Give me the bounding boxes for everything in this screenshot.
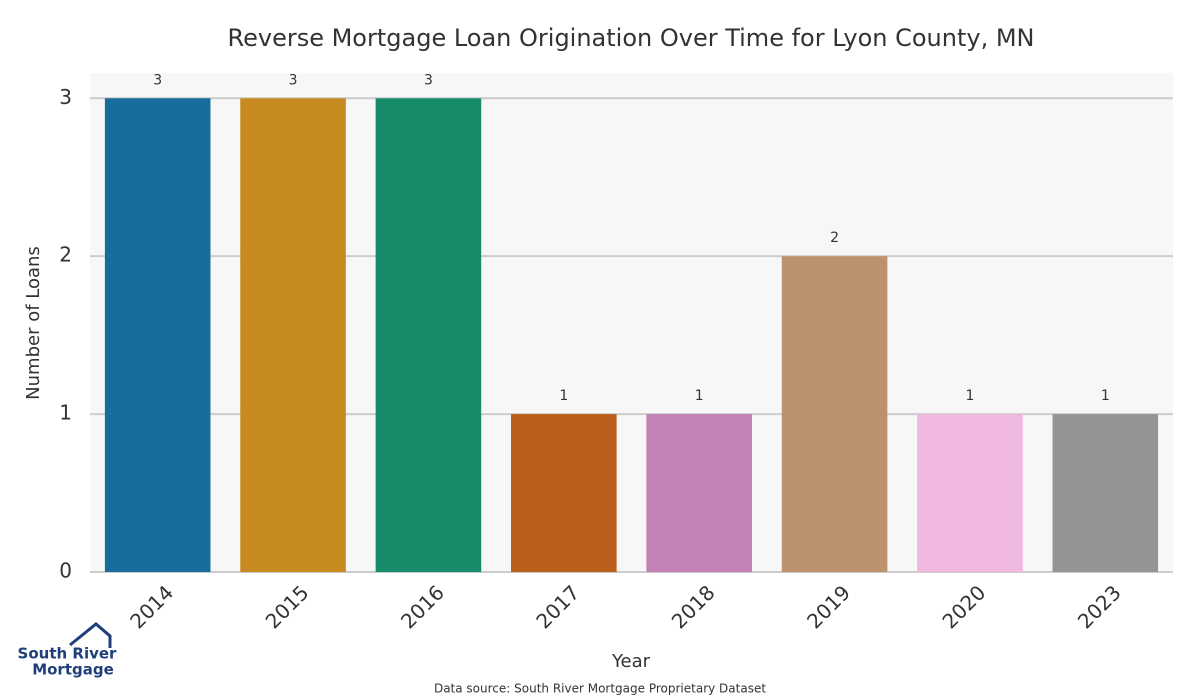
- y-tick-label: 3: [59, 85, 72, 109]
- source-note: Data source: South River Mortgage Propri…: [434, 682, 766, 696]
- chart-title: Reverse Mortgage Loan Origination Over T…: [228, 24, 1035, 52]
- value-label: 1: [1101, 388, 1110, 404]
- x-tick-label: 2014: [125, 580, 178, 633]
- bar: [781, 256, 888, 572]
- bar: [375, 98, 482, 573]
- value-label: 2: [830, 230, 839, 246]
- x-tick-label: 2016: [396, 580, 449, 633]
- bar: [240, 98, 346, 573]
- x-tick-label: 2015: [261, 580, 314, 633]
- x-tick-label: 2023: [1073, 580, 1126, 633]
- logo-text: Mortgage: [32, 661, 114, 679]
- value-label: 1: [965, 388, 974, 404]
- value-label: 3: [424, 72, 433, 88]
- x-tick-label: 2020: [937, 580, 990, 633]
- y-axis-label: Number of Loans: [23, 246, 44, 400]
- value-label: 1: [695, 388, 704, 404]
- x-tick-label: 2019: [802, 580, 855, 633]
- x-axis-label: Year: [611, 651, 651, 672]
- bar: [1052, 414, 1159, 572]
- logo-house: [69, 622, 112, 648]
- x-tick-label: 2017: [531, 580, 584, 633]
- bar: [646, 414, 752, 572]
- bar: [917, 414, 1023, 572]
- y-tick-label: 1: [59, 401, 72, 425]
- bar: [511, 414, 617, 572]
- value-label: 3: [289, 72, 298, 88]
- logo-text: South River: [18, 645, 118, 663]
- y-tick-label: 2: [59, 243, 72, 267]
- y-tick-label: 0: [59, 559, 72, 583]
- value-label: 1: [559, 388, 568, 404]
- x-tick-label: 2018: [667, 580, 720, 633]
- bar: [104, 98, 211, 573]
- logo: South River Mortgage: [18, 622, 118, 679]
- value-label: 3: [153, 72, 162, 88]
